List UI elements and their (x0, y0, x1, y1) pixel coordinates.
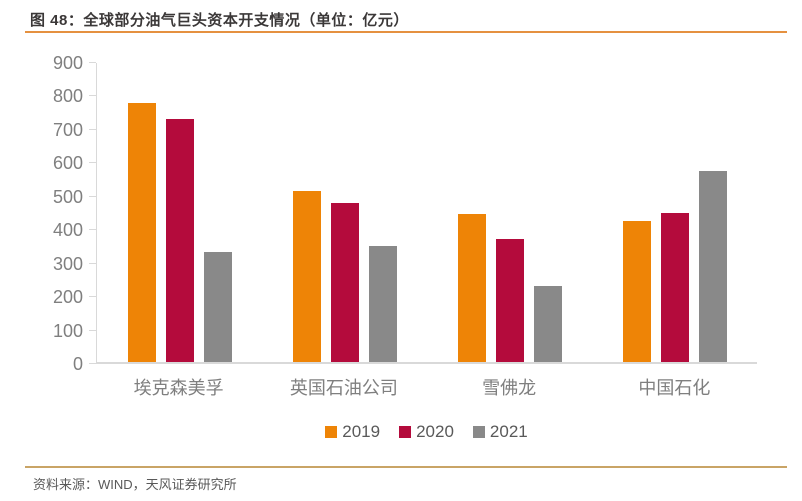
plot-area (96, 63, 757, 364)
x-tick-label: 埃克森美孚 (133, 378, 224, 398)
y-tick-label: 700 (52, 119, 83, 140)
legend-label: 2021 (489, 422, 528, 441)
bar-2020 (495, 239, 524, 362)
y-tick-label: 800 (52, 86, 83, 107)
y-tick-label: 900 (52, 53, 83, 73)
y-tick-mark (89, 162, 96, 164)
y-tick-label: 0 (72, 354, 83, 374)
y-tick-mark (89, 329, 96, 331)
bar-2019 (127, 102, 156, 362)
legend-label: 2020 (416, 422, 454, 441)
bar-2019 (622, 220, 651, 362)
legend-swatch (325, 426, 338, 438)
x-tick-label: 雪佛龙 (482, 378, 537, 398)
y-tick-label: 400 (52, 220, 83, 241)
y-tick-label: 500 (52, 186, 83, 207)
source-note: 资料来源：WIND，天风证券研究所 (33, 477, 237, 492)
bar-2019 (457, 214, 486, 362)
legend-item-2021: 2021 (472, 422, 528, 442)
y-tick-mark (89, 128, 96, 130)
bar-group-3 (427, 63, 592, 362)
bar-2021 (698, 170, 727, 362)
y-tick-mark (89, 262, 96, 264)
bar-group-2 (262, 63, 427, 362)
footer-rule (25, 466, 787, 468)
y-tick-label: 600 (52, 153, 83, 174)
bar-group-1 (97, 63, 262, 362)
bar-2021 (203, 252, 232, 362)
y-tick-mark (89, 62, 96, 63)
y-tick-label: 100 (52, 320, 83, 341)
legend: 2019 2020 2021 (96, 422, 757, 442)
y-tick-mark (89, 363, 96, 364)
y-tick-label: 200 (52, 287, 83, 308)
figure-title: 图 48：全球部分油气巨头资本开支情况（单位：亿元） (30, 12, 409, 29)
legend-item-2020: 2020 (399, 422, 454, 442)
legend-swatch (472, 426, 485, 438)
legend-label: 2019 (342, 422, 381, 441)
title-rule (25, 31, 787, 33)
y-tick-mark (89, 95, 96, 97)
x-axis-labels: 埃克森美孚 英国石油公司 雪佛龙 中国石化 (96, 374, 757, 400)
bar-2019 (292, 190, 321, 362)
y-tick-mark (89, 296, 96, 298)
bars-row (97, 63, 757, 362)
legend-swatch (399, 426, 412, 438)
bar-group-4 (592, 63, 757, 362)
y-tick-mark (89, 195, 96, 197)
bar-2020 (165, 119, 194, 362)
bar-2021 (533, 285, 562, 362)
y-tick-label: 300 (52, 253, 83, 274)
bar-2021 (368, 245, 397, 362)
x-tick-label: 英国石油公司 (289, 378, 398, 398)
x-tick-label: 中国石化 (638, 378, 711, 398)
y-axis: 0 100 200 300 400 500 600 700 800 900 (0, 54, 96, 373)
bar-2020 (660, 212, 689, 362)
bar-2020 (330, 202, 359, 362)
legend-item-2019: 2019 (325, 422, 380, 442)
y-tick-mark (89, 229, 96, 231)
